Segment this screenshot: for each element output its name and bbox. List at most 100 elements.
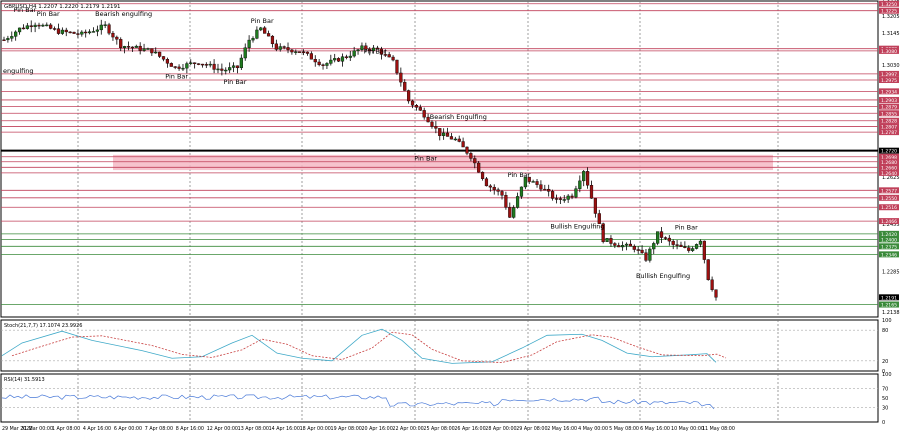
candle[interactable] [496,187,500,196]
candle[interactable] [84,29,88,38]
candle[interactable] [103,21,107,29]
candle[interactable] [687,245,691,253]
candle[interactable] [76,29,80,38]
candle[interactable] [504,191,508,210]
candle[interactable] [375,45,380,50]
candle[interactable] [360,42,364,52]
candle[interactable] [667,234,671,246]
candle[interactable] [337,57,341,63]
candle[interactable] [582,170,586,187]
candle[interactable] [391,55,395,62]
candle[interactable] [523,176,527,190]
candle[interactable] [410,99,415,109]
candle[interactable] [216,63,220,74]
candle[interactable] [364,42,368,53]
candle[interactable] [247,35,251,52]
candle[interactable] [91,27,96,33]
candle[interactable] [675,239,679,250]
candle[interactable] [679,241,683,248]
candle[interactable] [694,243,699,250]
candle[interactable] [29,20,33,33]
candle[interactable] [659,227,664,243]
candle[interactable] [185,61,189,74]
candle[interactable] [45,22,49,27]
candle[interactable] [508,202,512,219]
candle[interactable] [200,63,205,68]
candle[interactable] [593,198,597,218]
candle[interactable] [325,62,329,70]
candle[interactable] [138,42,142,55]
candle[interactable] [317,59,321,67]
candle[interactable] [255,26,259,40]
candle[interactable] [477,161,481,173]
candle[interactable] [130,46,134,52]
candle[interactable] [535,178,539,188]
candle[interactable] [531,179,535,183]
candle[interactable] [294,49,298,55]
candle[interactable] [123,45,127,54]
candle[interactable] [710,276,714,292]
candle[interactable] [663,236,668,241]
candle[interactable] [17,27,22,35]
candle[interactable] [574,185,578,199]
candle[interactable] [193,62,197,69]
candle[interactable] [430,120,434,129]
candle[interactable] [126,41,131,51]
candle[interactable] [169,62,173,67]
candle[interactable] [632,244,636,253]
candle[interactable] [671,239,675,250]
candle[interactable] [624,242,629,251]
candle[interactable] [52,26,57,31]
price-axis[interactable]: 1.32251.32051.31451.30301.27951.26251.24… [879,0,900,316]
candle[interactable] [150,48,154,56]
candle[interactable] [72,31,76,34]
candle[interactable] [414,104,419,111]
candle[interactable] [107,22,111,36]
stoch-pane[interactable] [0,319,879,372]
candle[interactable] [586,167,590,189]
candle[interactable] [453,136,457,141]
candle[interactable] [270,35,275,48]
candle[interactable] [640,245,644,255]
candle[interactable] [449,133,454,140]
candle[interactable] [554,194,559,204]
candle[interactable] [566,194,570,203]
candle[interactable] [379,46,383,60]
candle[interactable] [578,175,582,193]
candle[interactable] [80,30,84,37]
candle[interactable] [56,23,61,35]
candle[interactable] [480,171,485,181]
candle[interactable] [352,46,356,58]
candle[interactable] [562,195,566,203]
candle[interactable] [609,235,613,247]
candle[interactable] [95,25,99,37]
candle[interactable] [33,22,37,33]
candle[interactable] [235,65,240,74]
candle[interactable] [465,146,469,156]
candle[interactable] [473,155,477,169]
candle[interactable] [539,180,543,192]
candle[interactable] [652,241,656,255]
candle[interactable] [519,186,524,199]
candle[interactable] [399,67,403,87]
candle[interactable] [10,31,14,42]
candle[interactable] [469,151,473,162]
price-pane[interactable] [0,0,879,318]
candle[interactable] [368,47,372,56]
candle[interactable] [387,52,391,58]
candle[interactable] [348,50,352,61]
candle[interactable] [301,49,306,56]
candle[interactable] [37,22,41,30]
candle[interactable] [617,242,621,248]
candle[interactable] [356,49,360,55]
candle[interactable] [196,63,201,66]
candle[interactable] [484,176,489,187]
candle[interactable] [691,246,695,253]
candle[interactable] [161,56,166,62]
candle[interactable] [543,184,547,191]
candle[interactable] [333,53,337,63]
candle[interactable] [407,89,411,104]
candle[interactable] [515,192,520,209]
candle[interactable] [461,137,465,148]
candle[interactable] [6,35,10,43]
